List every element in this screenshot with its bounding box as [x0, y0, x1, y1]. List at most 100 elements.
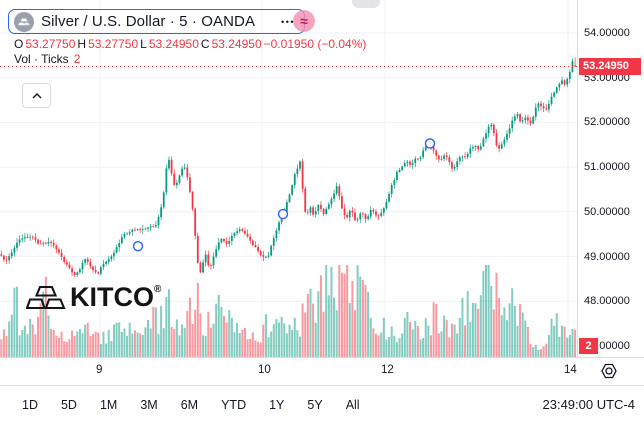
volume-bar [393, 335, 396, 357]
volume-bar [26, 334, 29, 357]
volume-bar [86, 322, 89, 357]
volume-bar [217, 295, 220, 357]
volume-bar [36, 316, 39, 357]
volume-bar [275, 319, 278, 357]
volume-bar [194, 309, 197, 357]
volume-bar [16, 286, 19, 357]
volume-bar [524, 320, 527, 357]
volume-bar [173, 328, 176, 357]
volume-bar [340, 272, 343, 357]
range-button-ytd[interactable]: YTD [218, 396, 249, 414]
volume-bar [257, 341, 260, 357]
volume-row: Vol · Ticks 2 [14, 52, 80, 66]
change-value: −0.01950 (−0.04%) [263, 37, 367, 51]
volume-bar [380, 332, 383, 357]
more-options-icon[interactable]: ••• [281, 16, 295, 27]
volume-bar [464, 325, 467, 357]
volume-bar [374, 333, 377, 357]
price-axis-label: 54.00000 [584, 27, 630, 39]
volume-bar [110, 340, 113, 357]
event-marker[interactable] [424, 138, 436, 149]
volume-bar [563, 326, 566, 357]
range-button-5y[interactable]: 5Y [304, 396, 325, 414]
volume-bar [238, 333, 241, 357]
event-marker[interactable] [132, 241, 144, 252]
volume-bar [44, 276, 47, 357]
volume-bar [574, 329, 577, 357]
volume-bar [479, 295, 482, 357]
volume-bar [482, 270, 485, 357]
volume-bar [47, 315, 50, 357]
volume-bar [401, 333, 404, 357]
range-button-1y[interactable]: 1Y [266, 396, 287, 414]
volume-bar [301, 303, 304, 357]
volume-bar [212, 323, 215, 357]
volume-bar [270, 331, 273, 357]
volume-bar [209, 327, 212, 357]
volume-bar [456, 333, 459, 357]
event-marker[interactable] [277, 208, 289, 220]
open-label: O [14, 37, 24, 51]
price-axis[interactable]: 47.00000 48.00000 49.00000 50.00000 51.00000… [577, 0, 644, 385]
volume-bar [395, 342, 398, 357]
volume-bar [18, 335, 21, 357]
volume-bar [495, 272, 498, 357]
volume-bar [521, 312, 524, 357]
volume-bar [167, 289, 170, 357]
collapse-button[interactable] [22, 83, 51, 108]
axis-settings-icon[interactable] [598, 361, 620, 381]
volume-bar [165, 296, 168, 357]
volume-bar [50, 328, 53, 357]
current-price-label: 53.24950 [579, 58, 641, 76]
approx-badge[interactable]: ≈ [293, 10, 315, 32]
clock[interactable]: 23:49:00 UTC-4 [542, 397, 636, 412]
volume-bar [422, 338, 425, 357]
volume-bar [437, 333, 440, 357]
volume-bar [435, 303, 438, 357]
volume-bar [312, 303, 315, 357]
volume-bar [115, 322, 118, 357]
volume-bar [267, 337, 270, 357]
range-button-1d[interactable]: 1D [19, 396, 41, 414]
range-button-3m[interactable]: 3M [137, 396, 160, 414]
gold-bars-icon [26, 285, 66, 309]
volume-bar [157, 333, 160, 357]
volume-bar [293, 317, 296, 357]
volume-bar [94, 331, 97, 357]
volume-bar [57, 337, 60, 357]
volume-bar [492, 309, 495, 357]
volume-bar [550, 318, 553, 357]
volume-bar [461, 297, 464, 357]
volume-bar [306, 293, 309, 357]
range-button-1m[interactable]: 1M [97, 396, 120, 414]
volume-bar [398, 338, 401, 357]
volume-bar [183, 327, 186, 357]
volume-bar [503, 307, 506, 357]
volume-bar [188, 297, 191, 357]
volume-value: 2 [73, 52, 81, 66]
time-axis[interactable]: 9 10 12 14 [0, 357, 644, 385]
volume-bar [262, 324, 265, 357]
volume-bar [487, 265, 490, 357]
chart-area[interactable] [0, 0, 577, 358]
volume-bar [388, 337, 391, 357]
volume-bar [133, 330, 136, 357]
volume-bar [0, 339, 3, 357]
volume-bar [76, 331, 79, 357]
volume-bar [414, 320, 417, 357]
volume-bar [196, 282, 199, 357]
volume-bar [304, 312, 307, 357]
volume-bar [450, 323, 453, 357]
range-button-6m[interactable]: 6M [178, 396, 201, 414]
volume-bar [207, 311, 210, 357]
volume-bar [272, 324, 275, 357]
volume-bar [73, 335, 76, 357]
time-axis-label: 10 [258, 364, 271, 376]
volume-bar [10, 314, 13, 357]
kitco-logo: KITCO® [26, 284, 161, 311]
volume-bar [152, 306, 155, 357]
volume-bar [466, 291, 469, 357]
range-button-all[interactable]: All [343, 396, 363, 414]
symbol-button[interactable]: Silver / U.S. Dollar · 5 · OANDA ••• [8, 9, 305, 34]
range-button-5d[interactable]: 5D [58, 396, 80, 414]
